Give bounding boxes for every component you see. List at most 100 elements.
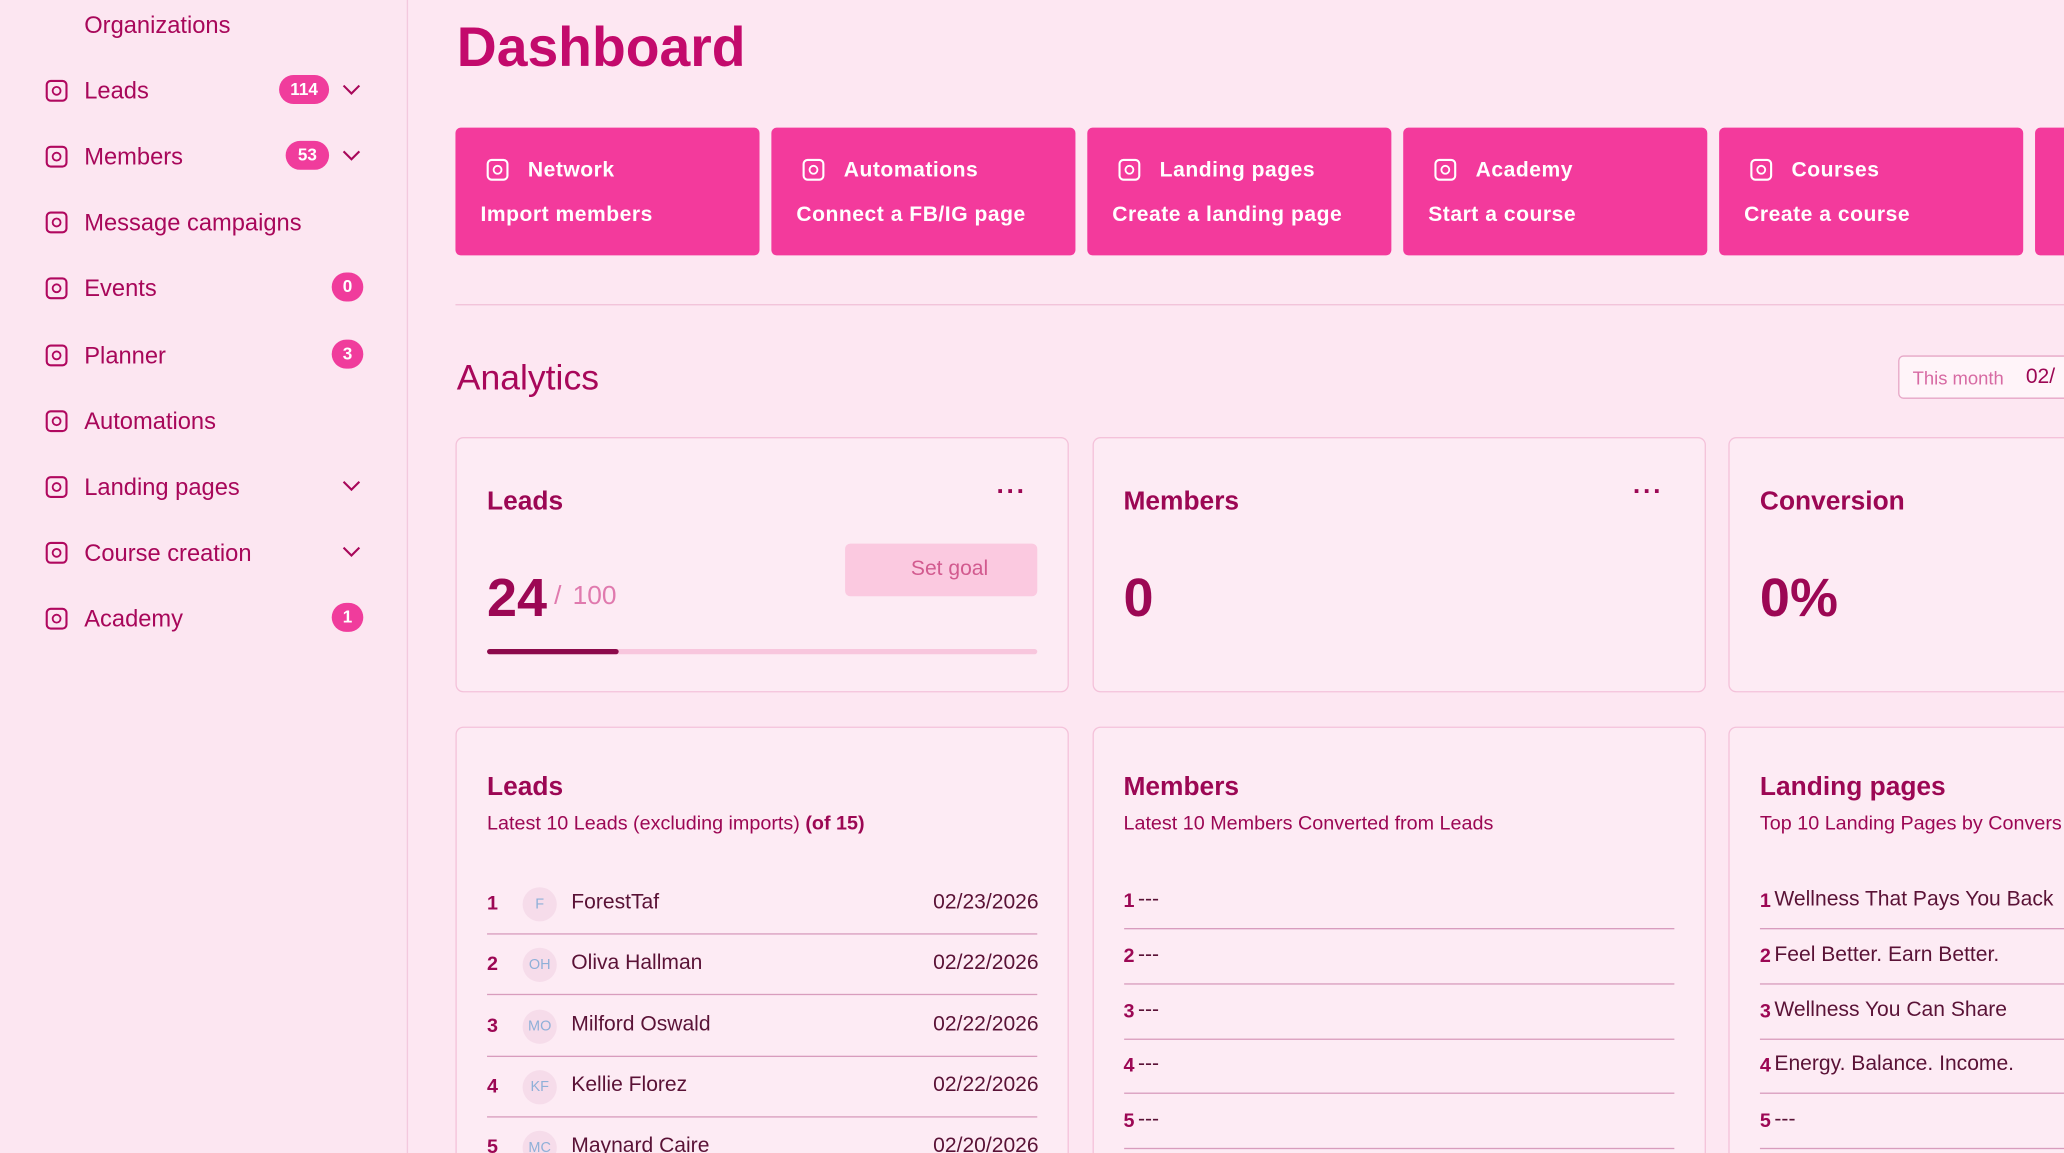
- icon: [43, 210, 69, 236]
- icon: [43, 605, 69, 631]
- nav-item[interactable]: Members 53: [0, 131, 407, 184]
- nav-badge: 114: [279, 75, 330, 105]
- nav-badge: 53: [285, 141, 330, 171]
- chevron-shape: [342, 150, 361, 162]
- nav-item[interactable]: Events 0: [0, 262, 407, 315]
- icon-shape: [45, 277, 68, 300]
- icon-shape: [1118, 158, 1141, 181]
- row-divider: [1759, 1093, 2064, 1095]
- row-date: 02/23/2026: [933, 891, 1039, 914]
- list-subtitle: Latest 10 Members Converted from Leads: [1123, 812, 1494, 835]
- nav-badge: 3: [331, 338, 364, 368]
- nav-badge: 0: [331, 272, 364, 302]
- button-label: Set goal: [910, 558, 989, 581]
- icon-shape: [45, 541, 68, 564]
- stat-value: 0: [1123, 567, 1154, 628]
- avatar: MC: [522, 1130, 557, 1153]
- quick-action-card[interactable]: Academy Start a course: [1403, 127, 1708, 256]
- more-button[interactable]: ···: [996, 477, 1027, 507]
- quick-action-text: Start a course: [1428, 204, 1577, 227]
- stat-card: Members ··· 0: [1091, 437, 1706, 693]
- set-goal-button[interactable]: Set goal: [845, 543, 1038, 597]
- quick-action-title: Courses: [1791, 159, 1880, 182]
- quick-action-card[interactable]: Automations Connect a FB/IG page: [771, 127, 1076, 256]
- icon-shape: [45, 409, 68, 432]
- row-rank: 3: [1123, 999, 1135, 1023]
- icon: [43, 12, 69, 38]
- quick-action-card[interactable]: [2035, 127, 2064, 256]
- date-filter[interactable]: This month 02/: [1898, 355, 2064, 399]
- nav-label: Automations: [84, 407, 216, 434]
- nav-item[interactable]: Organizations: [0, 0, 407, 51]
- nav-label: Course creation: [84, 539, 252, 566]
- row-name: Kellie Florez: [571, 1073, 688, 1097]
- nav-item[interactable]: Landing pages: [0, 460, 407, 513]
- nav-label: Message campaigns: [84, 209, 302, 237]
- progress-track: [487, 648, 1038, 655]
- quick-action-card[interactable]: Landing pages Create a landing page: [1087, 127, 1392, 256]
- avatar: KF: [522, 1070, 557, 1105]
- stat-card: Conversion 0%: [1728, 437, 2064, 693]
- chevron[interactable]: [341, 146, 362, 162]
- row-rank: 3: [487, 1014, 499, 1037]
- row-rank: 4: [1759, 1054, 1771, 1078]
- row-name: Feel Better. Earn Better.: [1774, 943, 2000, 966]
- row-date: 02/22/2026: [933, 952, 1039, 975]
- icon: [43, 342, 69, 368]
- row-rank: 1: [1123, 889, 1135, 913]
- nav-item[interactable]: Leads 114: [0, 65, 407, 118]
- row-divider: [487, 933, 1038, 935]
- icon: [800, 157, 826, 183]
- quick-action-text: Connect a FB/IG page: [796, 204, 1026, 227]
- icon: [1432, 157, 1458, 183]
- row-rank: 1: [487, 892, 499, 915]
- nav-item[interactable]: Message campaigns: [0, 197, 407, 250]
- row-divider: [1759, 983, 2064, 985]
- chevron-shape: [342, 84, 361, 96]
- row-divider: [487, 994, 1038, 996]
- row-name: Oliva Hallman: [571, 952, 703, 975]
- row-divider: [1123, 1038, 1674, 1040]
- icon-shape: [45, 80, 68, 102]
- nav-label: Events: [84, 275, 157, 302]
- icon-shape: [45, 211, 68, 234]
- nav-label: Planner: [84, 341, 166, 368]
- nav-label: Organizations: [84, 11, 231, 39]
- list-count: (of 15): [799, 812, 865, 835]
- list-card: Leads Latest 10 Leads (excluding imports)…: [455, 726, 1069, 1153]
- row-date: 02/20/2026: [933, 1134, 1039, 1153]
- row-name: ---: [1137, 943, 1160, 966]
- quick-action-text: Create a landing page: [1112, 204, 1343, 227]
- icon: [43, 473, 69, 499]
- nav-item[interactable]: Academy 1: [0, 592, 407, 645]
- nav-item[interactable]: Course creation: [0, 526, 407, 579]
- row-name: ForestTaf: [571, 891, 660, 914]
- nav-item[interactable]: Planner 3: [0, 328, 407, 381]
- row-rank: 5: [1123, 1109, 1135, 1133]
- page-title: Dashboard: [456, 15, 746, 78]
- quick-action-card[interactable]: Network Import members: [455, 127, 760, 256]
- icon: [43, 78, 69, 104]
- goal-separator: /: [554, 581, 562, 611]
- chevron[interactable]: [341, 80, 362, 96]
- row-rank: 4: [487, 1075, 499, 1098]
- nav-label: Leads: [84, 77, 149, 105]
- stat-title: Conversion: [1759, 487, 1905, 517]
- chevron[interactable]: [341, 476, 362, 492]
- divider: [455, 304, 2064, 306]
- stat-title: Members: [1123, 487, 1240, 517]
- quick-action-card[interactable]: Courses Create a course: [1719, 127, 2024, 256]
- chevron[interactable]: [341, 542, 362, 558]
- row-divider: [1759, 1148, 2064, 1150]
- list-title: Landing pages: [1759, 772, 1946, 802]
- avatar: OH: [522, 948, 557, 983]
- icon-shape: [45, 145, 68, 168]
- stat-value: 0%: [1759, 567, 1838, 628]
- row-name: ---: [1137, 1108, 1160, 1131]
- sidebar: Organizations Leads 114 Members 53 Message ca…: [0, 0, 409, 1153]
- icon-shape: [486, 158, 509, 181]
- more-button[interactable]: ···: [1632, 477, 1664, 507]
- nav-item[interactable]: Automations: [0, 394, 407, 447]
- quick-action-title: Academy: [1475, 159, 1573, 182]
